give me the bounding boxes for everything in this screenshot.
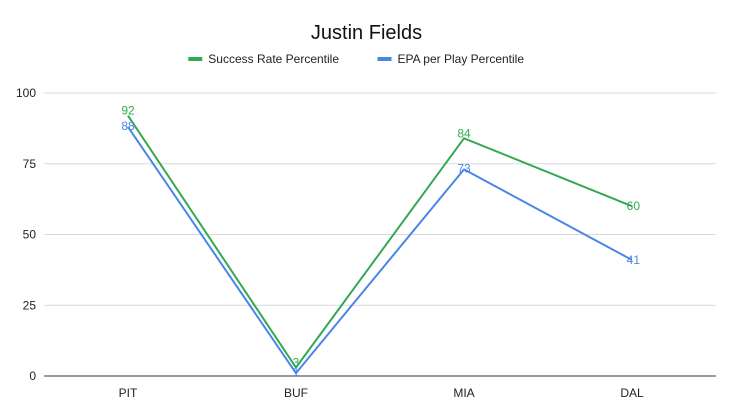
x-tick-label: BUF — [284, 386, 308, 400]
y-tick-label: 25 — [23, 298, 37, 312]
data-label: 3 — [293, 356, 300, 370]
data-label: 60 — [627, 199, 641, 213]
data-label: 88 — [121, 119, 135, 133]
y-tick-label: 50 — [23, 228, 37, 242]
data-label: 1 — [293, 365, 300, 379]
data-label: 41 — [627, 253, 641, 267]
legend-label: Success Rate Percentile — [208, 52, 339, 66]
x-tick-label: PIT — [119, 386, 138, 400]
series-line — [127, 115, 633, 369]
data-label: 73 — [457, 161, 471, 175]
legend-label: EPA per Play Percentile — [398, 52, 525, 66]
y-tick-label: 75 — [23, 157, 37, 171]
x-tick-label: MIA — [453, 386, 474, 400]
y-tick-label: 0 — [29, 369, 36, 383]
chart-title: Justin Fields — [310, 22, 423, 44]
x-tick-label: DAL — [620, 386, 644, 400]
y-tick-label: 100 — [16, 86, 36, 100]
series-line — [127, 126, 633, 375]
data-label: 92 — [121, 104, 135, 118]
data-label: 84 — [457, 126, 471, 140]
